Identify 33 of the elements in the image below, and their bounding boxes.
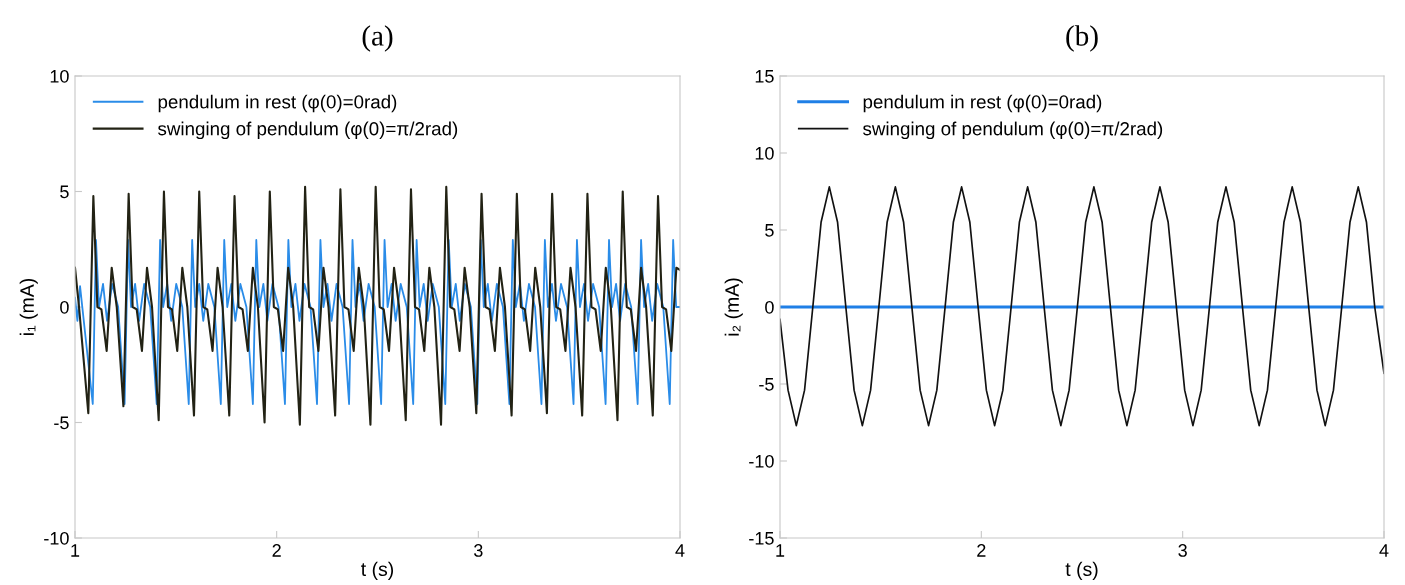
y-axis-title: i₁ (mA)	[19, 279, 38, 335]
y-tick-label: -10	[44, 531, 69, 545]
x-axis-title: t (s)	[361, 561, 394, 580]
x-tick-label: 1	[71, 544, 80, 557]
x-tick-label: 3	[474, 544, 483, 557]
chart-title: (b)	[1066, 25, 1098, 52]
y-tick-label: -15	[749, 532, 774, 545]
x-tick-label: 2	[977, 544, 986, 557]
line-series	[75, 239, 680, 405]
x-tick-label: 2	[272, 544, 281, 557]
y-tick-label: 0	[765, 300, 774, 314]
x-axis-title: t (s)	[1065, 561, 1098, 580]
chart-title: (a)	[362, 25, 393, 52]
y-tick-label: 5	[60, 185, 69, 199]
x-tick-label: 4	[675, 544, 685, 557]
y-tick-label: 0	[60, 300, 69, 314]
y-tick-label: 10	[50, 69, 69, 83]
x-tick-label: 1	[776, 544, 785, 557]
y-tick-label: 15	[755, 70, 774, 83]
x-tick-label: 3	[1178, 544, 1187, 557]
y-tick-label: -5	[54, 416, 69, 430]
legend-label: pendulum in rest (φ(0)=0rad)	[158, 94, 397, 113]
y-tick-label: 10	[755, 146, 774, 160]
y-tick-label: 5	[765, 224, 774, 237]
y-tick-label: -5	[759, 378, 774, 391]
legend-label: pendulum in rest (φ(0)=0rad)	[863, 94, 1102, 113]
y-tick-label: -10	[749, 454, 774, 468]
legend-label: swinging of pendulum (φ(0)=π/2rad)	[158, 121, 458, 140]
line-series	[780, 186, 1384, 427]
legend-label: swinging of pendulum (φ(0)=π/2rad)	[863, 121, 1163, 140]
line-series	[75, 185, 680, 426]
y-axis-title: i₂ (mA)	[724, 278, 743, 336]
x-tick-label: 4	[1379, 544, 1389, 557]
